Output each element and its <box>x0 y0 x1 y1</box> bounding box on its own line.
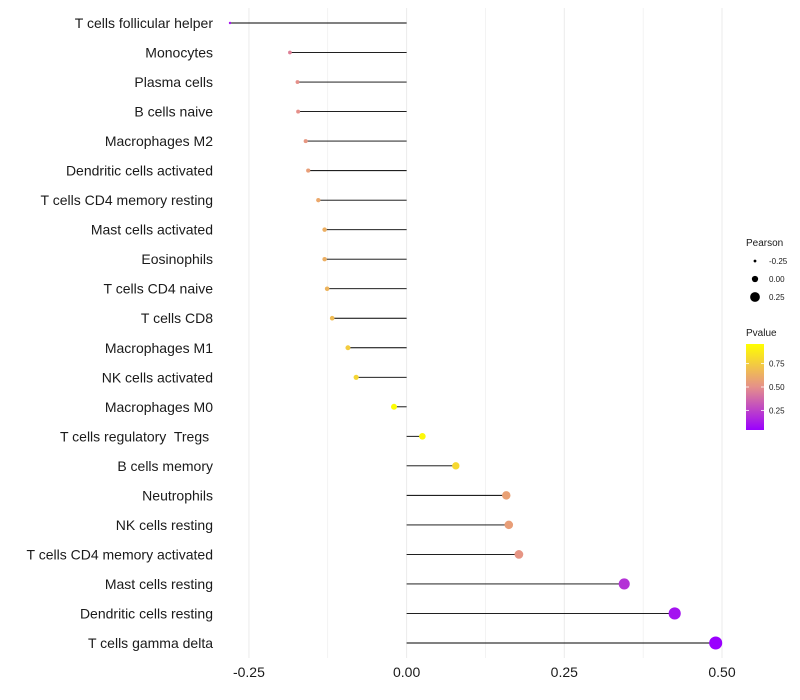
lollipop-point <box>316 197 321 203</box>
category-label: Neutrophils <box>142 487 213 503</box>
category-label: T cells CD8 <box>141 310 213 326</box>
category-label: Plasma cells <box>134 74 213 90</box>
x-tick-label: -0.25 <box>233 664 265 680</box>
category-label: T cells CD4 memory resting <box>41 192 213 208</box>
lollipop-point <box>709 636 723 650</box>
x-axis-ticks: -0.25 0.00 0.25 0.50 <box>233 664 736 680</box>
lollipop-point <box>288 50 292 55</box>
color-legend-label: 0.50 <box>769 383 785 392</box>
size-legend-dot <box>751 275 759 283</box>
lollipop-point <box>303 139 308 144</box>
category-label: Macrophages M1 <box>105 340 213 356</box>
color-legend-items: 0.75 0.50 0.25 <box>746 360 785 415</box>
category-label: Dendritic cells activated <box>66 163 213 179</box>
color-legend-title: Pvalue <box>746 328 777 339</box>
lollipop-point <box>391 403 397 410</box>
lollipop-point <box>353 374 359 380</box>
size-legend-label: -0.25 <box>769 257 788 266</box>
lollipop-point <box>306 168 311 173</box>
category-label: B cells naive <box>134 104 213 120</box>
category-label: NK cells activated <box>102 369 213 385</box>
size-legend-label: 0.25 <box>769 293 785 302</box>
stem-layer <box>230 22 716 644</box>
category-label: Eosinophils <box>141 251 213 267</box>
lollipop-point <box>514 550 524 559</box>
category-label: NK cells resting <box>116 517 213 533</box>
x-tick-label: 0.00 <box>393 664 420 680</box>
size-legend-dot <box>753 259 757 263</box>
category-labels: T cells follicular helper Monocytes Plasma… <box>27 15 214 651</box>
category-label: T cells CD4 naive <box>104 281 214 297</box>
lollipop-point <box>452 462 460 470</box>
lollipop-point <box>419 433 426 440</box>
lollipop-point <box>329 315 335 321</box>
grid-layer <box>248 8 723 658</box>
lollipop-point <box>322 227 327 232</box>
lollipop-point <box>618 578 630 590</box>
color-legend-label: 0.75 <box>769 360 785 369</box>
category-label: Mast cells resting <box>105 576 213 592</box>
lollipop-point <box>322 256 327 262</box>
size-legend-items: -0.25 0.00 0.25 <box>750 257 788 302</box>
category-label: B cells memory <box>117 458 213 474</box>
lollipop-point <box>295 80 300 84</box>
category-label: Mast cells activated <box>91 222 213 238</box>
size-legend-title: Pearson <box>746 238 783 249</box>
lollipop-point <box>296 109 301 114</box>
category-label: T cells CD4 memory activated <box>27 546 213 562</box>
category-label: Macrophages M2 <box>105 133 213 149</box>
legend: Pearson -0.25 0.00 0.25 Pvalue 0.75 0.50 0.2… <box>746 238 788 430</box>
x-tick-label: 0.25 <box>551 664 578 680</box>
category-label: T cells gamma delta <box>88 635 213 651</box>
category-label: T cells regulatory Tregs <box>60 428 213 444</box>
category-label: Dendritic cells resting <box>80 605 213 621</box>
color-legend-label: 0.25 <box>769 406 785 415</box>
size-legend-label: 0.00 <box>769 275 785 284</box>
dot-layer <box>228 21 723 650</box>
lollipop-point <box>502 491 511 500</box>
category-label: Macrophages M0 <box>105 399 213 415</box>
size-legend-dot <box>750 292 760 302</box>
lollipop-point <box>345 345 351 351</box>
category-label: Monocytes <box>145 45 213 61</box>
lollipop-point <box>324 286 330 291</box>
lollipop-point <box>504 520 514 530</box>
color-bar <box>746 344 764 430</box>
lollipop-point <box>228 21 232 25</box>
x-tick-label: 0.50 <box>708 664 735 680</box>
category-label: T cells follicular helper <box>75 15 214 31</box>
lollipop-point <box>668 607 681 620</box>
